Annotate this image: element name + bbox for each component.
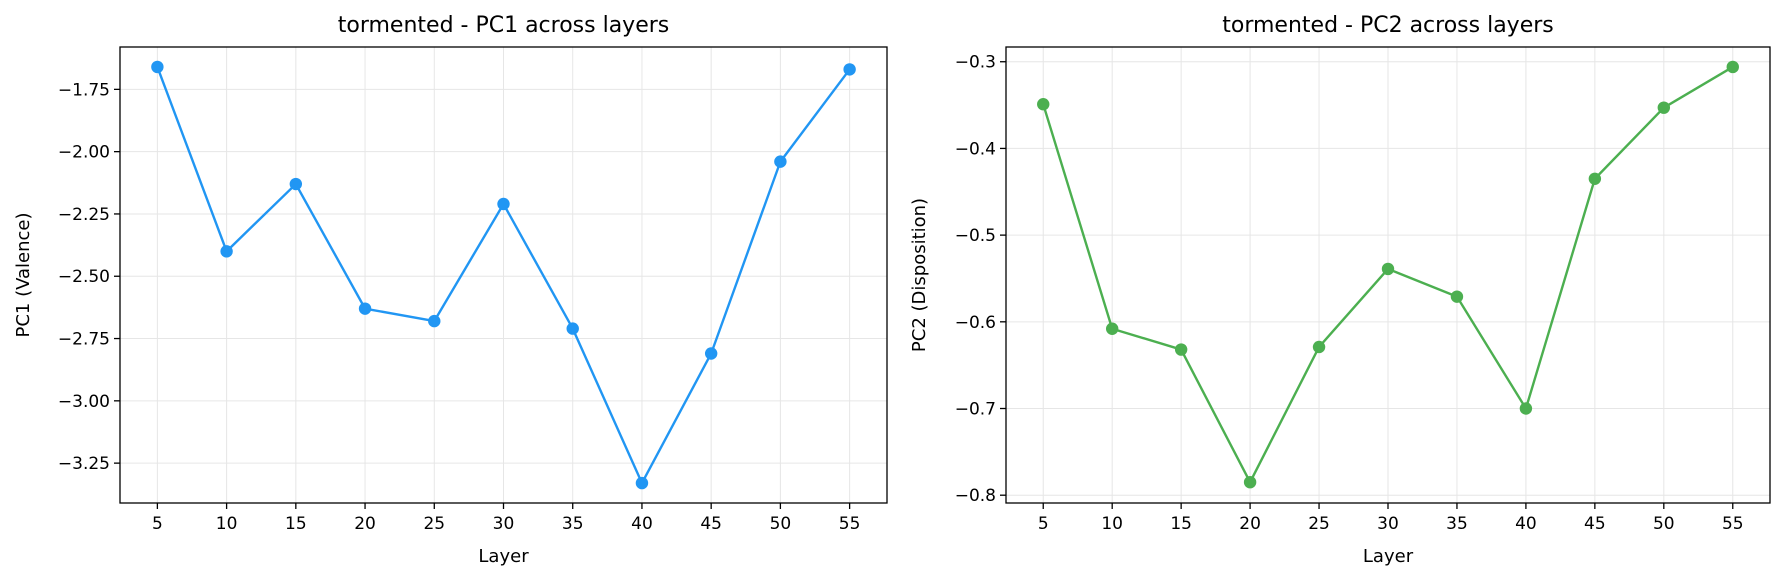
pc2-x-tick-label: 35 — [1446, 514, 1468, 534]
pc2-data-point — [1657, 101, 1671, 114]
pc1-y-tick-label: −2.00 — [58, 143, 110, 163]
pc2-plot-frame — [1005, 46, 1771, 504]
pc1-x-tick-label: 50 — [770, 514, 792, 534]
pc2-grid — [1006, 47, 1770, 503]
pc2-y-axis-label: PC2 (Disposition) — [909, 198, 930, 352]
pc2-x-tick-label: 50 — [1653, 514, 1675, 534]
pc1-x-tick-label: 55 — [839, 514, 861, 534]
pc1-grid — [120, 47, 887, 503]
pc2-data-point — [1519, 402, 1533, 415]
pc1-y-tick-label: −3.25 — [58, 454, 110, 474]
pc1-data-point — [358, 302, 372, 315]
pc1-y-tick-label: −1.75 — [58, 80, 110, 100]
pc2-x-tick-label: 45 — [1584, 514, 1606, 534]
pc1-x-axis-label: Layer — [478, 546, 529, 567]
pc1-x-tick-label: 45 — [700, 514, 722, 534]
pc1-x-tick-label: 35 — [562, 514, 584, 534]
pc2-data-point — [1105, 322, 1119, 335]
pc1-y-axis-label: PC1 (Valence) — [13, 212, 34, 337]
pc1-y-tick-label: −2.50 — [58, 267, 110, 287]
pc2-data-point — [1726, 60, 1739, 74]
pc2-y-tick-label: −0.6 — [955, 313, 996, 333]
pc2-x-tick-label: 30 — [1377, 514, 1399, 534]
pc1-data-point — [843, 63, 856, 76]
pc2-data-point — [1450, 290, 1464, 303]
pc1-y-tick-label: −3.00 — [58, 392, 110, 412]
pc2-y-tick-label: −0.3 — [955, 53, 996, 73]
pc2-data-point — [1312, 340, 1326, 354]
pc1-x-tick-label: 40 — [631, 514, 653, 534]
pc1-data-point — [497, 197, 510, 211]
pc2-data-point — [1037, 98, 1050, 111]
pc1-plot-frame — [119, 46, 888, 504]
pc1-y-tick-label: −2.75 — [58, 330, 110, 350]
pc1-chart-title: tormented - PC1 across layers — [338, 13, 670, 38]
pc1-chart-panel: tormented - PC1 across layers Layer PC1 … — [13, 13, 888, 567]
pc2-data-point — [1243, 475, 1257, 489]
pc1-data-point — [428, 314, 441, 328]
pc2-y-tick-label: −0.7 — [955, 400, 996, 420]
pc1-x-tick-label: 30 — [493, 514, 515, 534]
pc1-data-point — [289, 177, 303, 191]
pc1-data-point — [704, 347, 718, 360]
pc2-chart-title: tormented - PC2 across layers — [1222, 13, 1554, 38]
pc2-x-tick-label: 55 — [1722, 514, 1744, 534]
pc2-x-tick-label: 5 — [1038, 514, 1049, 534]
pc2-y-tick-label: −0.8 — [955, 486, 996, 506]
pc2-data-point — [1588, 172, 1602, 185]
pc1-data-point — [566, 322, 579, 335]
pc1-data-point — [220, 245, 233, 258]
pc2-y-tick-label: −0.4 — [955, 139, 996, 159]
pc2-x-tick-label: 25 — [1308, 514, 1330, 534]
pc1-x-tick-label: 25 — [423, 514, 445, 534]
pc1-data-point — [151, 60, 164, 74]
pc1-data-point — [774, 155, 787, 168]
pc1-x-tick-label: 10 — [216, 514, 238, 534]
pc2-data-point — [1381, 262, 1395, 276]
pc2-x-tick-label: 40 — [1515, 514, 1537, 534]
pc1-x-tick-label: 5 — [152, 514, 163, 534]
pc2-y-tick-label: −0.5 — [955, 226, 996, 246]
pc1-x-tick-label: 15 — [285, 514, 307, 534]
pc1-x-tick-label: 20 — [354, 514, 376, 534]
pc1-y-tick-label: −2.25 — [58, 205, 110, 225]
pc2-data-point — [1174, 343, 1188, 356]
pc2-chart-panel: tormented - PC2 across layers Layer PC2 … — [909, 13, 1771, 567]
pc1-data-point — [635, 476, 649, 490]
pc2-x-tick-label: 15 — [1170, 514, 1192, 534]
pc2-x-tick-label: 10 — [1101, 514, 1123, 534]
pc2-x-axis-label: Layer — [1363, 546, 1414, 567]
pc2-x-tick-label: 20 — [1239, 514, 1261, 534]
